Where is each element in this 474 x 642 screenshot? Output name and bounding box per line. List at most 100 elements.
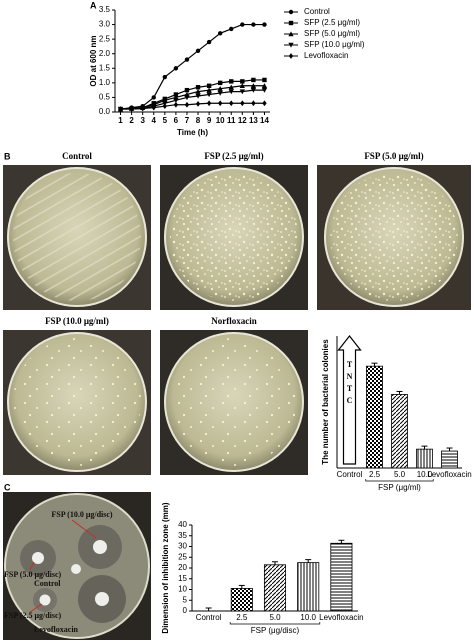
marker: [162, 74, 168, 80]
y-tick-label: 0.5: [99, 93, 111, 102]
x-tick-label: 1: [118, 116, 123, 125]
bar: [416, 448, 433, 469]
bar: [263, 564, 287, 612]
x-tick-label: 6: [174, 116, 179, 125]
disc-label: FSP (2.5 μg/disc): [4, 611, 62, 620]
marker: [262, 100, 267, 107]
x-tick-label: 10.0: [300, 613, 316, 622]
marker: [206, 100, 212, 107]
x-axis-label: Time (h): [177, 128, 208, 137]
photo-label: FSP (10.0 μg/ml): [45, 316, 109, 326]
y-tick-label: 2.0: [99, 49, 111, 58]
disc-label: Control: [34, 579, 61, 588]
x-tick-label: Control: [337, 470, 363, 479]
marker: [184, 87, 190, 93]
bar: [366, 365, 383, 469]
photo-inhibition: [3, 492, 151, 640]
disc-label: FSP (5.0 μg/disc): [4, 570, 62, 579]
legend-label: SFP (5.0 μg/ml): [304, 29, 360, 38]
y-tick-label: 3.5: [99, 5, 111, 14]
marker: [228, 84, 234, 90]
y-tick-label: 1.0: [99, 78, 111, 87]
y-tick-label: 3.0: [99, 20, 111, 29]
marker: [195, 100, 201, 107]
x-tick-label: 7: [185, 116, 190, 125]
x-tick-label: Control: [196, 613, 222, 622]
bar: [441, 450, 458, 469]
x-tick-label: 8: [196, 116, 201, 125]
x-tick-label: 4: [152, 116, 157, 125]
marker: [140, 105, 145, 112]
bar: [330, 542, 353, 612]
marker: [162, 103, 168, 110]
marker: [173, 92, 179, 97]
marker: [288, 31, 294, 37]
group-bracket: [229, 622, 321, 625]
marker: [228, 89, 234, 95]
y-tick-label: 15: [178, 574, 187, 583]
y-tick-label: 1.5: [99, 63, 111, 72]
disc-label: Levofloxacin: [34, 625, 79, 634]
marker: [250, 83, 257, 88]
y-tick-label: 35: [178, 531, 187, 540]
legend-label: Control: [304, 7, 330, 16]
photo-label: Norfloxacin: [211, 316, 257, 326]
y-axis-label: OD at 600 nm: [89, 35, 98, 86]
marker: [118, 106, 123, 112]
marker: [288, 20, 294, 26]
x-tick-label: 2.5: [369, 470, 381, 479]
disc-label: FSP (10.0 μg/disc): [51, 510, 113, 519]
marker: [206, 87, 212, 93]
marker: [217, 80, 223, 86]
marker: [240, 22, 245, 27]
photo-label: Control: [62, 151, 92, 161]
x-tick-label: 10.0: [417, 470, 433, 479]
tntc-arrow: [337, 335, 362, 465]
marker: [184, 57, 190, 62]
y-tick-label: 5: [183, 595, 188, 604]
marker: [251, 100, 256, 107]
y-tick-label: 20: [178, 563, 187, 572]
marker: [229, 100, 234, 107]
marker: [229, 26, 234, 32]
marker: [195, 93, 201, 99]
x-tick-label: Levofloxacin: [427, 470, 471, 479]
marker: [195, 85, 201, 90]
panel-letter: B: [4, 151, 11, 161]
x-tick-label: 11: [227, 116, 236, 125]
marker: [206, 83, 212, 88]
y-axis-label: Dimension of inhibition zone (mm): [161, 502, 170, 633]
panel-letter: C: [4, 482, 11, 492]
marker: [173, 66, 179, 71]
legend-label: Levofloxacin: [304, 51, 348, 60]
marker: [262, 22, 267, 27]
marker: [184, 95, 190, 101]
annotation: TNTC: [345, 360, 354, 408]
y-axis-label: The number of bacterial colonies: [321, 339, 330, 465]
y-tick-label: 0: [183, 606, 188, 615]
marker: [195, 88, 201, 94]
marker: [250, 87, 257, 93]
marker: [229, 79, 234, 84]
bar: [297, 562, 320, 612]
panel-letter: A: [90, 0, 97, 10]
marker: [217, 86, 223, 91]
marker: [151, 104, 156, 111]
x-tick-label: 13: [249, 116, 258, 125]
marker: [173, 101, 179, 108]
marker: [251, 22, 256, 27]
marker: [261, 87, 268, 93]
x-tick-label: 2.5: [236, 613, 248, 622]
marker: [240, 79, 245, 84]
x-tick-label: 14: [260, 116, 269, 125]
legend-label: SFP (10.0 μg/ml): [304, 40, 365, 49]
photo-label: FSP (5.0 μg/ml): [364, 151, 423, 161]
marker: [217, 31, 223, 36]
x-tick-label: 5.0: [269, 613, 281, 622]
marker: [261, 83, 268, 88]
y-tick-label: 30: [178, 542, 187, 551]
x-tick-label: 2: [129, 116, 134, 125]
y-tick-label: 10: [178, 585, 187, 594]
marker: [251, 77, 256, 83]
